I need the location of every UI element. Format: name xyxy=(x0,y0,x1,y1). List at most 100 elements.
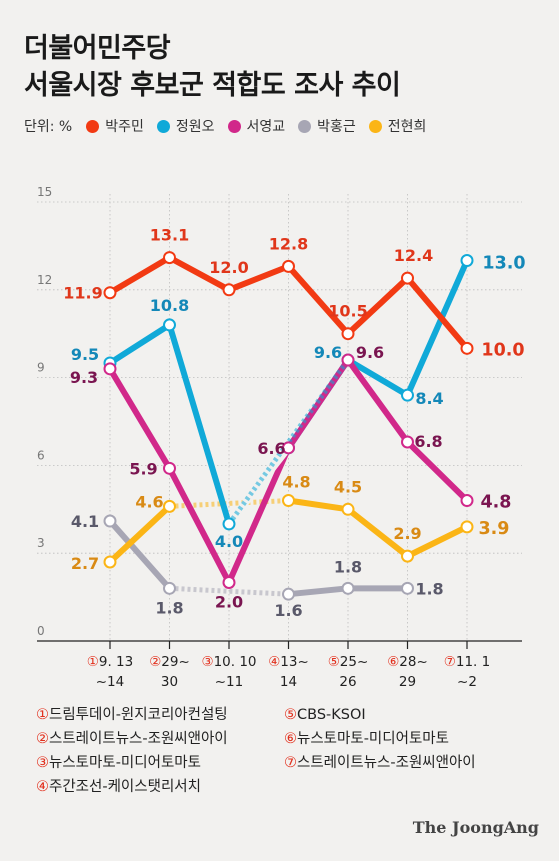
y-tick-label: 0 xyxy=(37,624,45,638)
data-point xyxy=(163,581,176,595)
series-segment xyxy=(404,523,470,560)
x-tick-number: ⑥ xyxy=(387,654,399,670)
series-segment xyxy=(345,506,411,560)
data-label: 1.6 xyxy=(274,601,302,620)
data-point xyxy=(460,494,474,508)
data-label: 5.9 xyxy=(129,459,157,478)
x-tick-line1: 10. 10 xyxy=(214,654,257,670)
data-point xyxy=(401,388,414,402)
series-segment xyxy=(285,585,351,598)
data-point xyxy=(460,341,474,355)
data-label: 13.0 xyxy=(482,254,525,274)
data-point xyxy=(163,251,176,265)
series-segment xyxy=(166,465,232,586)
source-item: ⑤CBS-KSOI xyxy=(284,707,366,723)
legend-item: 전현희 xyxy=(368,116,427,136)
data-point xyxy=(282,587,295,601)
source-item: ⑦스트레이트뉴스-조원씨앤아이 xyxy=(284,755,476,771)
data-label: 2.7 xyxy=(71,554,99,573)
series-segment xyxy=(166,321,232,527)
legend-label: 정원오 xyxy=(175,119,215,135)
data-label: 10.5 xyxy=(328,302,367,321)
x-tick-number: ⑦ xyxy=(444,654,456,670)
x-tick-label: ⑤25~ xyxy=(328,654,369,670)
series-segment xyxy=(107,321,173,366)
legend-swatch xyxy=(156,119,170,133)
legend-item: 서영교 xyxy=(227,116,286,136)
x-tick-line2: ~11 xyxy=(215,674,244,690)
source-item: ②스트레이트뉴스-조원씨앤아이 xyxy=(36,731,228,747)
y-tick-label: 15 xyxy=(37,185,52,199)
data-point xyxy=(222,517,236,531)
x-tick-number: ④ xyxy=(268,654,280,670)
data-label: 1.8 xyxy=(155,598,183,617)
legend-swatch xyxy=(368,119,382,133)
chart-title: 더불어민주당 서울시장 후보군 적합도 조사 추이 xyxy=(24,30,401,104)
x-tick-line2: 14 xyxy=(280,674,297,690)
data-label: 4.6 xyxy=(135,492,163,511)
x-tick-line2: 29 xyxy=(399,674,416,690)
x-tick-line2: 26 xyxy=(339,674,356,690)
legend-item: 박주민 xyxy=(86,116,144,136)
data-point xyxy=(163,499,176,513)
legend-item: 정원오 xyxy=(156,116,215,136)
data-label: 9.5 xyxy=(71,345,99,364)
x-tick-line1: 25~ xyxy=(340,654,369,670)
series-gap-segment xyxy=(169,585,289,597)
data-point xyxy=(282,494,295,508)
y-tick-label: 3 xyxy=(37,536,45,550)
series-segment xyxy=(345,357,411,399)
x-tick-line2: ~14 xyxy=(96,674,125,690)
data-label: 12.8 xyxy=(269,234,308,253)
x-tick-label: ①9. 13 xyxy=(87,654,133,670)
brand-logo: The JoongAng xyxy=(412,818,539,837)
data-label: 12.4 xyxy=(394,246,433,265)
source-item: ③뉴스토마토-미디어토마토 xyxy=(36,755,201,771)
source-item: ④주간조선-케이스탯리서치 xyxy=(36,779,201,795)
data-label: 11.9 xyxy=(63,284,102,303)
x-tick-number: ① xyxy=(87,654,99,670)
series-segment xyxy=(285,357,351,451)
x-tick-line1: 29~ xyxy=(161,654,190,670)
legend-swatch xyxy=(298,119,312,133)
data-point xyxy=(103,362,117,376)
data-point xyxy=(460,520,474,534)
data-point xyxy=(103,514,117,528)
data-label: 9.6 xyxy=(314,343,342,362)
data-point xyxy=(163,461,176,475)
data-point xyxy=(401,435,414,449)
source-item: ①드림투데이-윈지코리아컨설팅 xyxy=(36,707,228,723)
x-tick-number: ② xyxy=(149,654,161,670)
data-label: 3.9 xyxy=(478,519,509,539)
data-label: 4.5 xyxy=(334,477,362,496)
series-segment xyxy=(345,275,411,337)
data-label: 4.8 xyxy=(282,473,310,492)
x-tick-number: ⑤ xyxy=(328,654,340,670)
series-segment xyxy=(285,263,351,337)
data-point xyxy=(341,502,355,516)
data-label: 8.4 xyxy=(415,389,443,408)
series-segment xyxy=(404,275,470,352)
y-tick-label: 9 xyxy=(37,361,45,375)
x-tick-label: ③10. 10 xyxy=(201,654,256,670)
series-segment xyxy=(166,254,232,293)
data-point xyxy=(222,283,236,297)
source-item: ⑥뉴스토마토-미디어토마토 xyxy=(284,731,449,747)
data-point xyxy=(103,286,117,300)
data-label: 2.0 xyxy=(215,592,243,611)
series-segment xyxy=(285,497,351,513)
data-label: 6.6 xyxy=(257,439,285,458)
series-segment xyxy=(345,357,411,445)
series-segment xyxy=(107,518,173,592)
data-label: 12.0 xyxy=(209,258,248,277)
x-tick-line1: 9. 13 xyxy=(99,654,133,670)
series-segment xyxy=(404,438,470,504)
data-label: 13.1 xyxy=(150,226,189,245)
legend-label: 서영교 xyxy=(246,119,286,135)
legend-label: 전현희 xyxy=(387,119,427,135)
title-line-1: 더불어민주당 xyxy=(24,33,171,64)
data-label: 1.8 xyxy=(334,557,362,576)
data-point xyxy=(401,271,414,285)
x-tick-line1: 28~ xyxy=(399,654,428,670)
data-point xyxy=(163,318,176,332)
